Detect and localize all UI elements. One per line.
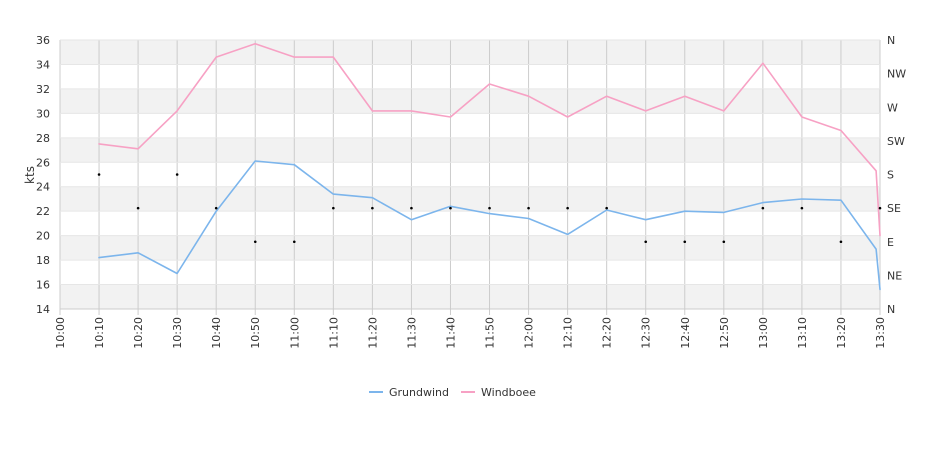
- x-tick-label: 11:40: [444, 317, 457, 349]
- plot-band: [60, 64, 880, 89]
- direction-marker: [136, 206, 140, 210]
- direction-axis-label: NW: [887, 68, 906, 81]
- plot-band: [60, 113, 880, 138]
- direction-marker: [410, 206, 413, 210]
- direction-marker: [839, 240, 843, 244]
- plot-band: [60, 211, 880, 236]
- direction-marker: [605, 206, 608, 210]
- series-lines: [98, 42, 881, 291]
- x-tick-label: 11:00: [288, 317, 301, 349]
- direction-axis-label: N: [887, 303, 895, 316]
- direction-marker: [800, 206, 804, 210]
- y-tick-label: 36: [36, 34, 50, 47]
- direction-marker: [332, 206, 335, 210]
- y-tick-label: 24: [36, 181, 50, 194]
- x-tick-label: 12:40: [679, 317, 692, 349]
- y-tick-label: 22: [36, 205, 50, 218]
- y-tick-label: 14: [36, 303, 50, 316]
- direction-marker: [371, 206, 374, 210]
- plot-band: [60, 162, 880, 187]
- x-tick-label: 13:00: [757, 317, 770, 349]
- direction-marker: [449, 206, 452, 210]
- legend[interactable]: Grundwind Windboee: [369, 386, 536, 399]
- vertical-gridlines: [59, 40, 881, 309]
- direction-marker: [878, 206, 882, 210]
- direction-axis-label: S: [887, 169, 894, 182]
- y-axis-title: kts: [23, 166, 37, 184]
- x-tick-label: 10:20: [132, 317, 145, 349]
- x-tick-label: 11:50: [484, 317, 497, 349]
- y-tick-label: 26: [36, 156, 50, 169]
- x-tick-label: 10:10: [93, 317, 106, 349]
- plot-bands: [60, 40, 880, 309]
- direction-marker: [644, 240, 648, 244]
- direction-axis-label: SW: [887, 135, 905, 148]
- y-tick-label: 30: [36, 107, 50, 120]
- x-tick-label: 13:30: [874, 317, 887, 349]
- x-tick-label: 11:20: [366, 317, 379, 349]
- direction-marker: [722, 240, 726, 244]
- x-tick-label: 12:50: [718, 317, 731, 349]
- x-tick-label: 10:00: [54, 317, 67, 349]
- direction-markers: [97, 173, 882, 244]
- series-line-grundwind[interactable]: [98, 160, 881, 291]
- direction-axis-label: E: [887, 236, 894, 249]
- x-tick-label: 10:50: [249, 317, 262, 349]
- direction-marker: [175, 173, 179, 176]
- direction-axis-label: NE: [887, 269, 902, 282]
- x-tick-label: 13:20: [835, 317, 848, 349]
- x-tick-label: 12:00: [523, 317, 536, 349]
- plot-band: [60, 40, 880, 65]
- plot-band: [60, 284, 880, 309]
- x-tick-label: 12:20: [601, 317, 614, 349]
- x-tick-label: 10:30: [171, 317, 184, 349]
- direction-marker: [761, 206, 765, 210]
- direction-marker: [292, 240, 296, 244]
- direction-axis-label: W: [887, 101, 898, 114]
- direction-marker: [527, 206, 530, 210]
- y-tick-label: 20: [36, 230, 50, 243]
- y-tick-label: 34: [36, 58, 50, 71]
- x-tick-label: 12:10: [562, 317, 575, 349]
- y-axis-right-directions: N NE E SE S SW W NW N: [887, 34, 906, 316]
- y-tick-label: 28: [36, 132, 50, 145]
- direction-marker: [97, 173, 101, 176]
- x-tick-label: 12:30: [640, 317, 653, 349]
- direction-axis-label: N: [887, 34, 895, 47]
- y-tick-label: 16: [36, 279, 50, 292]
- direction-marker: [214, 206, 218, 210]
- direction-marker: [566, 206, 569, 210]
- plot-band: [60, 235, 880, 261]
- y-axis-left: 14 16 18 20 22 24 26 28 30 32 34 36: [36, 34, 50, 316]
- x-tick-label: 11:30: [405, 317, 418, 349]
- x-tick-label: 13:10: [796, 317, 809, 349]
- direction-marker: [253, 240, 257, 244]
- legend-label[interactable]: Grundwind: [389, 386, 449, 399]
- legend-label[interactable]: Windboee: [481, 386, 536, 399]
- y-tick-label: 32: [36, 83, 50, 96]
- x-tick-label: 11:10: [327, 317, 340, 349]
- direction-axis-label: SE: [887, 202, 901, 215]
- plot-band: [60, 137, 880, 163]
- direction-marker: [683, 240, 687, 244]
- x-tick-label: 10:40: [210, 317, 223, 349]
- x-axis: 10:00 10:10 10:20 10:30 10:40 10:50 11:00 11:10…: [54, 308, 887, 349]
- y-tick-label: 18: [36, 254, 50, 267]
- series-line-windboee[interactable]: [98, 42, 881, 237]
- direction-marker: [488, 206, 491, 210]
- plot-band: [60, 186, 880, 212]
- plot-band: [60, 260, 880, 285]
